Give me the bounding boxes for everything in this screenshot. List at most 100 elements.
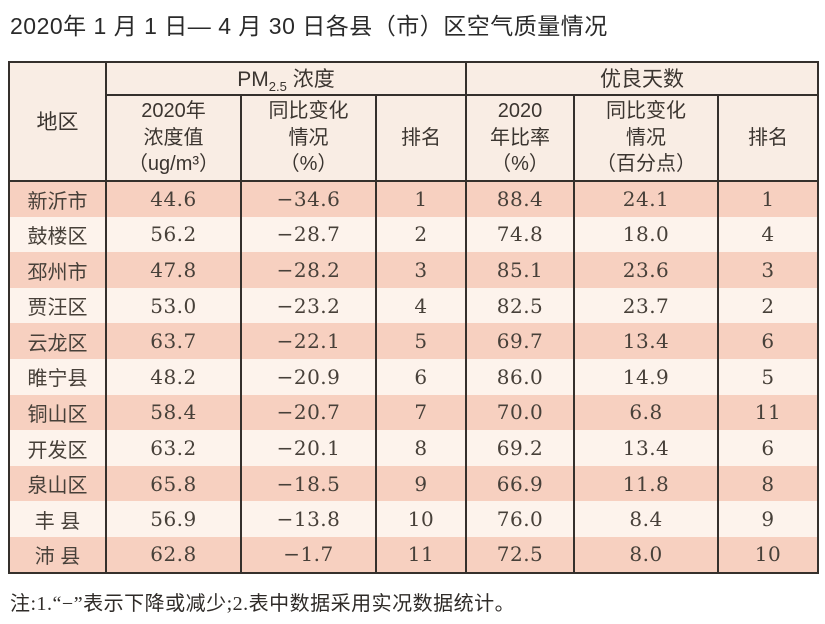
region-cell: 贾汪区: [8, 287, 107, 324]
days-change-cell: 8.4: [573, 501, 720, 538]
col-group-pm25: PM2.5 浓度: [104, 61, 468, 97]
pm-value-cell: 65.8: [105, 465, 242, 502]
days-rank-cell: 6: [717, 430, 820, 466]
table-row: 邳州市 47.8 −28.2 3 85.1 23.6 3: [8, 252, 820, 288]
air-quality-table: 地区 PM2.5 浓度 优良天数 2020年 浓度值 （ug/m³） 同比变化 …: [8, 60, 820, 574]
days-rank-cell: 8: [717, 465, 820, 502]
pm-value-cell: 58.4: [105, 394, 242, 431]
pm-rank-cell: 11: [374, 537, 468, 573]
days-rank-cell: 1: [717, 181, 820, 217]
days-change-cell: 24.1: [573, 181, 720, 217]
table-header: 地区 PM2.5 浓度 优良天数 2020年 浓度值 （ug/m³） 同比变化 …: [8, 61, 820, 183]
region-cell: 丰 县: [8, 501, 107, 538]
footnote: 注:1.“−”表示下降或减少;2.表中数据采用实况数据统计。: [10, 592, 516, 615]
col-header-pm-change: 同比变化 情况 （%）: [240, 95, 377, 183]
days-ratio-cell: 76.0: [465, 501, 576, 538]
col-group-good-days: 优良天数: [465, 61, 820, 97]
table-row: 丰 县 56.9 −13.8 10 76.0 8.4 9: [8, 501, 820, 538]
days-change-cell: 14.9: [573, 359, 720, 395]
pm-rank-cell: 5: [374, 323, 468, 360]
region-cell: 云龙区: [8, 323, 107, 360]
days-rank-cell: 9: [717, 501, 820, 538]
pm25-label-prefix: PM: [237, 67, 269, 91]
pm-change-cell: −23.2: [240, 287, 377, 324]
table-row: 云龙区 63.7 −22.1 5 69.7 13.4 6: [8, 323, 820, 360]
days-rank-cell: 2: [717, 287, 820, 324]
pm-change-cell: −34.6: [240, 181, 377, 217]
region-cell: 铜山区: [8, 394, 107, 431]
pm-change-cell: −28.2: [240, 252, 377, 288]
days-change-cell: 13.4: [573, 430, 720, 466]
page-title: 2020年 1 月 1 日— 4 月 30 日各县（市）区空气质量情况: [10, 13, 608, 39]
days-rank-cell: 3: [717, 252, 820, 288]
days-change-cell: 13.4: [573, 323, 720, 360]
col-header-region: 地区: [8, 61, 107, 183]
pm25-label-subscript: 2.5: [268, 79, 287, 95]
days-ratio-cell: 85.1: [465, 252, 576, 288]
table-row: 铜山区 58.4 −20.7 7 70.0 6.8 11: [8, 394, 820, 431]
pm-value-cell: 56.9: [105, 501, 242, 538]
col-header-pm-value: 2020年 浓度值 （ug/m³）: [105, 95, 242, 183]
days-ratio-cell: 88.4: [465, 181, 576, 217]
pm-rank-cell: 3: [374, 252, 468, 288]
pm-change-cell: −28.7: [240, 216, 377, 253]
col-header-days-rank: 排名: [717, 95, 820, 183]
days-change-cell: 23.6: [573, 252, 720, 288]
region-cell: 邳州市: [8, 252, 107, 288]
pm-change-cell: −1.7: [240, 537, 377, 573]
days-change-cell: 8.0: [573, 537, 720, 573]
pm-value-cell: 63.7: [105, 323, 242, 360]
pm-rank-cell: 4: [374, 287, 468, 324]
pm-value-cell: 47.8: [105, 252, 242, 288]
table-row: 新沂市 44.6 −34.6 1 88.4 24.1 1: [8, 181, 820, 217]
pm-change-cell: −20.7: [240, 394, 377, 431]
region-cell: 沛 县: [8, 537, 107, 573]
days-change-cell: 18.0: [573, 216, 720, 253]
table-body: 新沂市 44.6 −34.6 1 88.4 24.1 1 鼓楼区 56.2 −2…: [8, 181, 820, 573]
table-row: 沛 县 62.8 −1.7 11 72.5 8.0 10: [8, 537, 820, 573]
pm-value-cell: 53.0: [105, 287, 242, 324]
days-change-cell: 23.7: [573, 287, 720, 324]
days-ratio-cell: 74.8: [465, 216, 576, 253]
pm25-label-suffix: 浓度: [286, 67, 335, 91]
days-rank-cell: 6: [717, 323, 820, 360]
pm-change-cell: −20.1: [240, 430, 377, 466]
region-cell: 鼓楼区: [8, 216, 107, 253]
table-row: 睢宁县 48.2 −20.9 6 86.0 14.9 5: [8, 359, 820, 395]
pm-value-cell: 48.2: [105, 359, 242, 395]
pm-rank-cell: 10: [374, 501, 468, 538]
days-change-cell: 6.8: [573, 394, 720, 431]
pm-value-cell: 62.8: [105, 537, 242, 573]
days-ratio-cell: 82.5: [465, 287, 576, 324]
days-rank-cell: 10: [717, 537, 820, 573]
group-header-row: 地区 PM2.5 浓度 优良天数: [8, 61, 820, 183]
region-cell: 泉山区: [8, 465, 107, 502]
region-cell: 开发区: [8, 430, 107, 466]
pm-rank-cell: 2: [374, 216, 468, 253]
region-cell: 新沂市: [8, 181, 107, 217]
pm-change-cell: −22.1: [240, 323, 377, 360]
days-ratio-cell: 69.7: [465, 323, 576, 360]
days-ratio-cell: 72.5: [465, 537, 576, 573]
pm-rank-cell: 8: [374, 430, 468, 466]
col-header-days-ratio: 2020 年比率 （%）: [465, 95, 576, 183]
days-rank-cell: 4: [717, 216, 820, 253]
sub-header-row: 2020年 浓度值 （ug/m³） 同比变化 情况 （%） 排名 2020 年比…: [9, 95, 820, 183]
pm-change-cell: −13.8: [240, 501, 377, 538]
pm-rank-cell: 7: [374, 394, 468, 431]
col-header-pm-rank: 排名: [374, 95, 468, 183]
pm-change-cell: −20.9: [240, 359, 377, 395]
days-rank-cell: 5: [717, 359, 820, 395]
days-rank-cell: 11: [717, 394, 820, 431]
pm-value-cell: 44.6: [105, 181, 242, 217]
pm-value-cell: 56.2: [105, 216, 242, 253]
table-row: 开发区 63.2 −20.1 8 69.2 13.4 6: [8, 430, 820, 466]
pm-rank-cell: 9: [374, 465, 468, 502]
days-ratio-cell: 86.0: [465, 359, 576, 395]
region-cell: 睢宁县: [8, 359, 107, 395]
days-ratio-cell: 69.2: [465, 430, 576, 466]
table-row: 鼓楼区 56.2 −28.7 2 74.8 18.0 4: [8, 216, 820, 253]
days-ratio-cell: 66.9: [465, 465, 576, 502]
pm-change-cell: −18.5: [240, 465, 377, 502]
